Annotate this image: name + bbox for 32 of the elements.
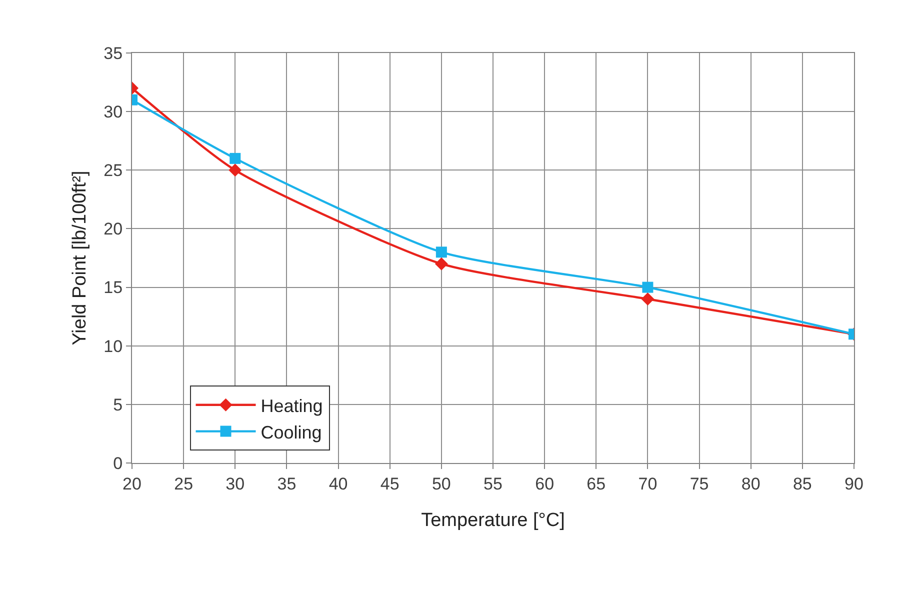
point — [642, 282, 654, 293]
x-tick-label: 80 — [741, 474, 760, 494]
y-tick-label: 15 — [104, 278, 123, 298]
point — [436, 246, 447, 258]
x-tick-label: 55 — [484, 474, 502, 494]
x-tick-label: 90 — [844, 474, 864, 494]
x-tick-label: 60 — [535, 474, 554, 494]
x-tick-label: 30 — [226, 474, 245, 494]
point — [230, 152, 241, 164]
legend-label: Cooling — [260, 422, 322, 442]
x-tick-label: 75 — [690, 474, 709, 494]
x-tick-label: 70 — [638, 474, 658, 494]
x-tick-label: 35 — [277, 474, 296, 494]
point — [228, 164, 242, 177]
legend-label: Heating — [260, 396, 323, 416]
y-tick-label: 35 — [104, 44, 123, 63]
x-tick-label: 40 — [328, 474, 348, 494]
y-tick-label: 20 — [104, 220, 123, 239]
x-axis-title: Temperature [°C] — [421, 510, 565, 532]
x-tick-label: 25 — [174, 474, 194, 494]
x-tick-label: 50 — [432, 474, 451, 494]
x-tick-label: 85 — [792, 474, 812, 494]
x-tick-label: 65 — [586, 474, 606, 494]
y-axis-title: Yield Point [lb/100ft²] — [70, 170, 91, 346]
x-tick-label: 45 — [380, 474, 400, 494]
point — [641, 292, 654, 306]
y-tick-label: 5 — [113, 395, 123, 414]
y-tick-label: 10 — [104, 336, 123, 356]
point — [434, 257, 448, 270]
y-tick-label: 30 — [104, 102, 123, 122]
y-tick-label: 25 — [104, 161, 123, 180]
y-tick-label: 0 — [113, 454, 123, 473]
